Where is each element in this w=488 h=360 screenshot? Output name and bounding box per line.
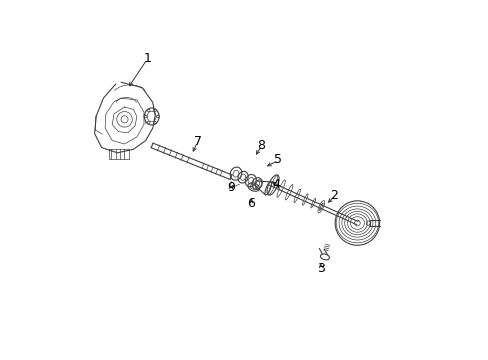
Text: 5: 5 (273, 153, 282, 166)
Text: 8: 8 (257, 139, 265, 152)
Text: 7: 7 (193, 135, 201, 148)
Text: 4: 4 (272, 178, 280, 191)
Text: 2: 2 (330, 189, 338, 202)
Text: 3: 3 (317, 262, 325, 275)
Text: 9: 9 (227, 181, 235, 194)
Text: 6: 6 (246, 198, 254, 211)
Text: 1: 1 (143, 52, 151, 65)
